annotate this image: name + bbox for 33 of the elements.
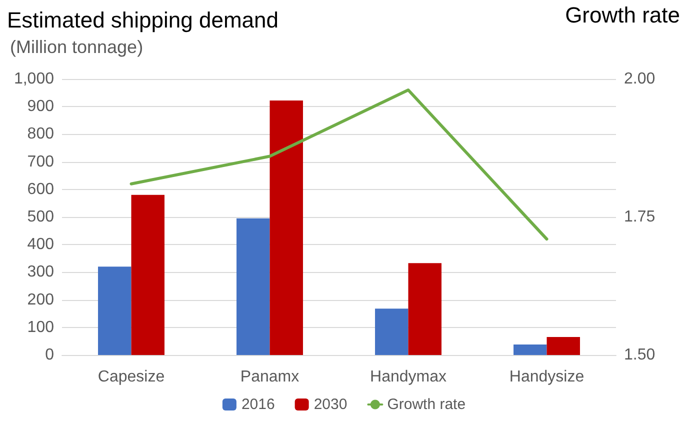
bar	[131, 194, 164, 355]
y2-axis-title: Growth rate	[565, 2, 680, 28]
y2-tick-label: 2.00	[624, 70, 656, 88]
bar	[514, 344, 547, 355]
y-tick-label: 700	[27, 153, 54, 170]
y-tick-label: 0	[45, 346, 54, 364]
legend-label: Growth rate	[387, 396, 466, 413]
y2-tick-label: 1.75	[624, 208, 656, 226]
bar	[408, 263, 442, 355]
bar	[375, 308, 408, 355]
y-tick-label: 900	[27, 98, 54, 116]
legend-label: 2016	[241, 396, 275, 413]
y-tick-label: 100	[27, 318, 54, 336]
y-tick-label: 600	[27, 180, 54, 198]
y-tick-label: 1,000	[14, 70, 54, 88]
bar	[270, 100, 303, 355]
x-tick-label: Handysize	[509, 368, 584, 386]
legend-label: 2030	[314, 396, 348, 413]
x-tick-label: Panamx	[240, 368, 300, 386]
x-tick-label: Capesize	[98, 368, 165, 386]
y-axis-title: (Million tonnage)	[10, 37, 144, 57]
y-tick-label: 200	[27, 291, 54, 308]
y-tick-label: 400	[27, 236, 54, 254]
bar	[98, 266, 132, 355]
bar	[236, 218, 270, 355]
line-series	[130, 88, 548, 241]
y-tick-label: 500	[27, 208, 54, 226]
y-tick-label: 800	[27, 126, 54, 143]
chart-title: Estimated shipping demand	[7, 8, 278, 32]
bar	[546, 337, 580, 355]
x-tick-label: Handymax	[370, 368, 446, 386]
y-tick-label: 300	[27, 264, 54, 281]
y2-tick-label: 1.50	[624, 346, 656, 364]
